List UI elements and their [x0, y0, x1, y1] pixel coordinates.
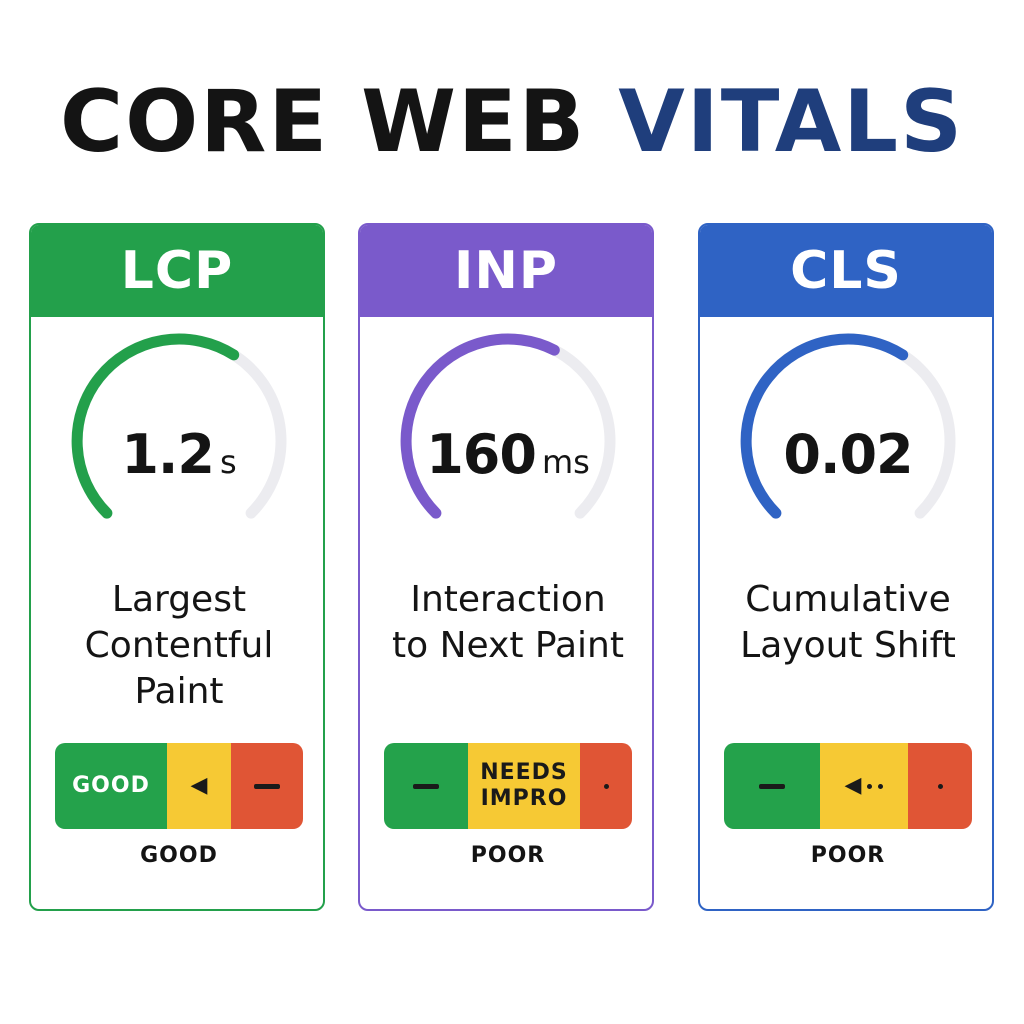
cls-scale-needs-improvement: ◀: [820, 743, 908, 829]
lcp-card-header: LCP: [31, 225, 323, 317]
inp-card-header: INP: [360, 225, 652, 317]
inp-abbr: INP: [454, 241, 558, 301]
inp-scale-good: [384, 743, 468, 829]
lcp-abbr: LCP: [120, 241, 234, 301]
title-main: CORE WEB: [59, 72, 587, 172]
lcp-gauge-svg: [71, 333, 287, 519]
inp-metric-name: Interaction to Next Paint: [360, 577, 652, 669]
cls-abbr: CLS: [790, 241, 902, 301]
cls-rating-scale: ◀: [724, 743, 972, 829]
inp-rating: POOR: [470, 843, 546, 868]
inp-scale-needs-label: NEEDS IMPRO: [480, 760, 568, 812]
cls-scale-poor: [908, 743, 972, 829]
page-title: CORE WEB VITALS: [0, 72, 1024, 172]
dot-glyph: [867, 783, 873, 789]
inp-scale-needs-line-1: NEEDS: [480, 760, 568, 785]
cls-gauge-arc: [740, 333, 909, 519]
inp-gauge: 160 ms: [360, 317, 652, 557]
inp-scale-needs-line-2: IMPRO: [480, 786, 568, 811]
left-arrow-glyph: ◀: [844, 773, 862, 798]
dot-glyph: [878, 783, 884, 789]
lcp-name-line-3: Paint: [134, 671, 224, 712]
inp-card: INP 160 ms Interaction to Next Paint NEED…: [358, 223, 654, 911]
lcp-value-number: 1.2: [121, 423, 215, 486]
cls-name-line-1: Cumulative: [745, 579, 951, 620]
cls-scale-good: [724, 743, 820, 829]
inp-gauge-svg: [400, 333, 616, 519]
lcp-scale-poor: [231, 743, 303, 829]
lcp-rating: GOOD: [140, 843, 218, 868]
cls-card: CLS 0.02 Cumulative Layout Shift ◀ POOR: [698, 223, 994, 911]
title-accent: VITALS: [618, 72, 965, 172]
inp-name-line-2: to Next Paint: [392, 625, 624, 666]
inp-value-unit: ms: [541, 443, 590, 481]
left-arrow-dots-icon: ◀: [845, 775, 884, 797]
cls-value: 0.02: [700, 423, 992, 486]
inp-scale-needs-improvement: NEEDS IMPRO: [468, 743, 580, 829]
dash-icon: [759, 783, 785, 789]
lcp-scale-needs-improvement: ◀: [167, 743, 231, 829]
lcp-value: 1.2 s: [31, 423, 323, 486]
inp-gauge-arc: [400, 333, 560, 519]
inp-scale-poor: [580, 743, 632, 829]
lcp-name-line-2: Contentful: [84, 625, 274, 666]
lcp-card: LCP 1.2 s Largest Contentful Paint GOOD ◀…: [29, 223, 325, 911]
cls-card-header: CLS: [700, 225, 992, 317]
left-arrow-icon: ◀: [190, 773, 208, 798]
lcp-name-line-1: Largest: [111, 579, 247, 620]
lcp-metric-name: Largest Contentful Paint: [31, 577, 323, 715]
lcp-gauge-arc: [71, 333, 240, 519]
lcp-rating-scale: GOOD ◀: [55, 743, 303, 829]
cls-gauge-svg: [740, 333, 956, 519]
cls-rating: POOR: [810, 843, 886, 868]
inp-value-number: 160: [426, 423, 537, 486]
cls-gauge: 0.02: [700, 317, 992, 557]
inp-value: 160 ms: [360, 423, 652, 486]
lcp-scale-good-label: GOOD: [72, 773, 150, 798]
lcp-scale-good: GOOD: [55, 743, 167, 829]
dash-icon: [413, 783, 439, 789]
lcp-gauge: 1.2 s: [31, 317, 323, 557]
inp-rating-scale: NEEDS IMPRO: [384, 743, 632, 829]
dot-icon: [937, 783, 943, 789]
dot-icon: [603, 783, 609, 789]
cls-value-number: 0.02: [783, 423, 913, 486]
dash-icon: [254, 783, 280, 789]
cls-metric-name: Cumulative Layout Shift: [700, 577, 992, 669]
inp-name-line-1: Interaction: [410, 579, 606, 620]
cls-name-line-2: Layout Shift: [740, 625, 956, 666]
lcp-value-unit: s: [220, 443, 237, 481]
